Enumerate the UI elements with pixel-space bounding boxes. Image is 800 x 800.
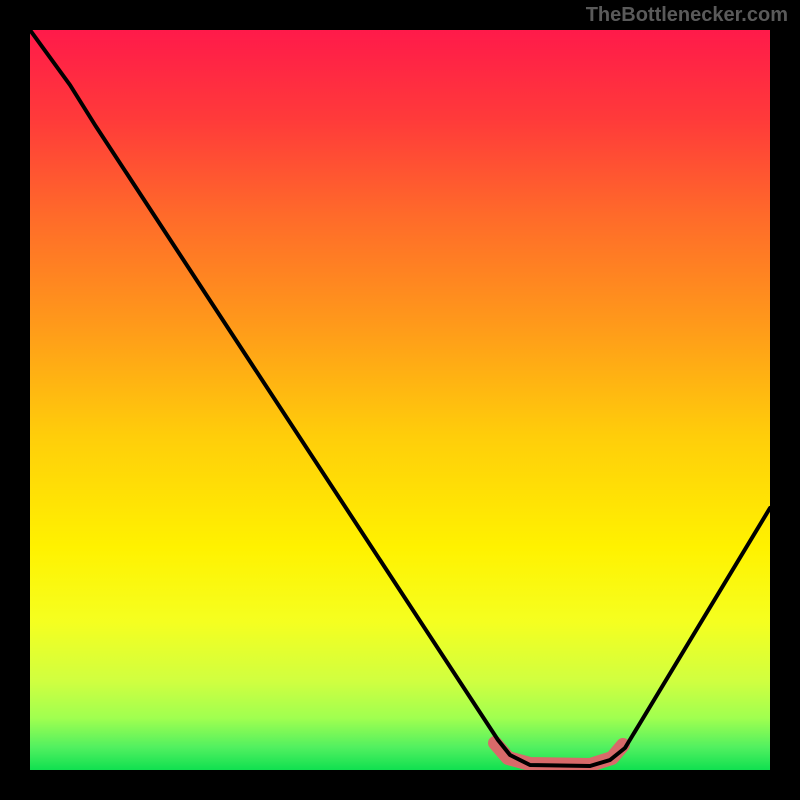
- bottleneck-curve-chart: [30, 30, 770, 770]
- gradient-background: [30, 30, 770, 770]
- watermark-text: TheBottlenecker.com: [586, 4, 788, 27]
- chart-frame: TheBottlenecker.com: [0, 0, 800, 800]
- plot-area: [30, 30, 770, 770]
